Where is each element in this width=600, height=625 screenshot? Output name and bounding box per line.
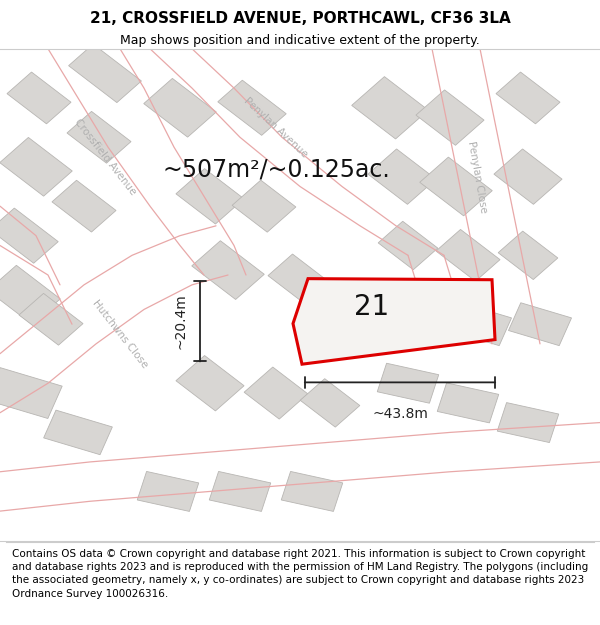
- Polygon shape: [377, 363, 439, 403]
- Polygon shape: [448, 302, 512, 346]
- Text: Penylan Avenue: Penylan Avenue: [242, 96, 310, 159]
- Polygon shape: [244, 367, 308, 419]
- Text: Map shows position and indicative extent of the property.: Map shows position and indicative extent…: [120, 34, 480, 47]
- Polygon shape: [137, 471, 199, 511]
- Polygon shape: [0, 138, 72, 196]
- Polygon shape: [508, 302, 572, 346]
- Text: Crossfield Avenue: Crossfield Avenue: [72, 117, 138, 197]
- Polygon shape: [0, 266, 60, 324]
- Polygon shape: [497, 402, 559, 442]
- Polygon shape: [293, 279, 495, 364]
- Text: 21: 21: [355, 293, 389, 321]
- Text: ~507m²/~0.125ac.: ~507m²/~0.125ac.: [162, 158, 390, 181]
- Polygon shape: [496, 72, 560, 124]
- Polygon shape: [420, 157, 492, 216]
- Polygon shape: [44, 410, 112, 455]
- Polygon shape: [52, 180, 116, 232]
- Polygon shape: [300, 379, 360, 427]
- Polygon shape: [176, 169, 244, 224]
- Polygon shape: [0, 208, 58, 263]
- Polygon shape: [268, 254, 332, 306]
- Polygon shape: [218, 80, 286, 136]
- Text: 21, CROSSFIELD AVENUE, PORTHCAWL, CF36 3LA: 21, CROSSFIELD AVENUE, PORTHCAWL, CF36 3…: [89, 11, 511, 26]
- Polygon shape: [498, 231, 558, 279]
- Polygon shape: [209, 471, 271, 511]
- Text: Contains OS data © Crown copyright and database right 2021. This information is : Contains OS data © Crown copyright and d…: [12, 549, 588, 599]
- Polygon shape: [68, 44, 142, 102]
- Polygon shape: [436, 229, 500, 281]
- Polygon shape: [67, 111, 131, 163]
- Polygon shape: [7, 72, 71, 124]
- Polygon shape: [176, 356, 244, 411]
- Text: Hutchwns Close: Hutchwns Close: [91, 298, 149, 370]
- Polygon shape: [192, 241, 264, 299]
- Polygon shape: [281, 471, 343, 511]
- Polygon shape: [416, 90, 484, 145]
- Text: ~43.8m: ~43.8m: [372, 407, 428, 421]
- Polygon shape: [144, 78, 216, 137]
- Polygon shape: [494, 149, 562, 204]
- Polygon shape: [0, 368, 62, 419]
- Text: Penylan Close: Penylan Close: [466, 140, 488, 213]
- Text: ~20.4m: ~20.4m: [174, 294, 188, 349]
- Polygon shape: [368, 149, 436, 204]
- Polygon shape: [378, 221, 438, 270]
- Polygon shape: [19, 293, 83, 345]
- Polygon shape: [232, 180, 296, 232]
- Polygon shape: [352, 77, 428, 139]
- Polygon shape: [376, 291, 440, 338]
- Polygon shape: [437, 383, 499, 423]
